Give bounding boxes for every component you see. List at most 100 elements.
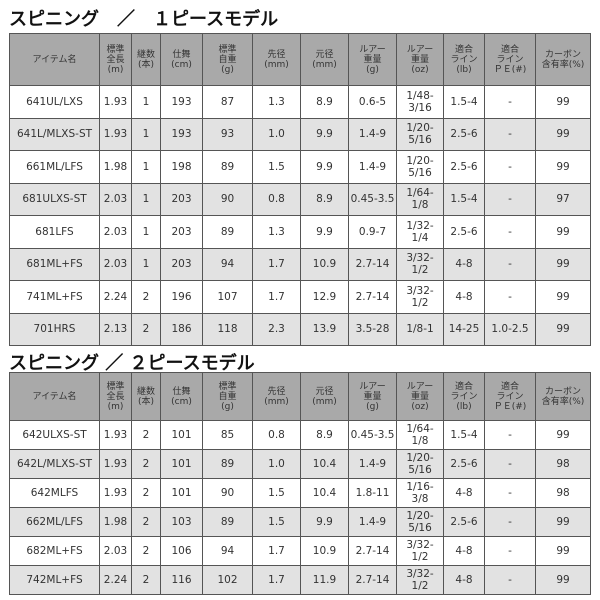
table-cell: 90 [202,478,253,508]
table-cell: 94 [202,536,253,566]
table-cell: 90 [202,182,253,216]
cell-line: 3/16 [408,101,432,114]
table-cell: 12.9 [300,280,349,314]
cell-line: 10.9 [312,545,337,557]
cell-line: 1.5 [268,516,285,528]
table-cell: 99 [535,85,591,119]
cell-line: アイテム名 [32,54,77,65]
table-cell: 3.5-28 [348,312,397,346]
table-cell: 87 [202,85,253,119]
table-cell: 1.5 [252,507,301,537]
cell-line: 12.9 [312,290,337,303]
cell-line: 5/16 [408,166,432,179]
table-cell: 10.4 [300,449,349,479]
cell-line: 1.93 [103,429,128,441]
cell-line: 1.8-11 [355,487,390,499]
cell-line: 3/32- [406,539,434,551]
table-cell: 2.7-14 [348,247,397,281]
cell-line: 適合 [454,381,473,392]
table-cell: 1 [131,150,161,184]
cell-line: 2.7-14 [355,545,390,557]
table-cell: 4-8 [443,565,485,595]
cell-line: 99 [556,545,570,557]
table-cell: 2 [131,478,161,508]
cell-line: 85 [220,429,235,441]
cell-line: 99 [556,574,570,586]
table-cell: 0.8 [252,420,301,450]
table-cell: 2.7-14 [348,536,397,566]
table-cell: 2.5-6 [443,117,485,151]
table-cell: 9.9 [300,507,349,537]
cell-line: (m) [107,64,124,75]
cell-line: 重量 [363,54,382,65]
column-header: 先径 (mm) [252,372,301,421]
table-cell: 1.5-4 [443,420,485,450]
cell-line: (mm) [312,396,337,407]
cell-line: アイテム名 [32,391,77,402]
cell-line: 9.9 [316,225,333,238]
item-name-cell: 641UL/LXS [9,85,100,119]
cell-line: 4-8 [455,487,473,499]
cell-line: 1/16- [406,481,434,493]
table-header: アイテム名 標準 全長 (m) 継数 (本) 仕舞 (cm) 標準 自重 (g) 先径 (mm) 元径 (m… [9,33,591,86]
cell-line: 1.93 [103,95,128,108]
cell-line: 2.03 [103,545,128,557]
cell-line: 89 [220,225,235,238]
cell-line: 自重 [218,391,237,402]
cell-line: 1.93 [103,458,128,470]
table-cell: 9.9 [300,117,349,151]
cell-line: 1 [142,160,150,173]
table-cell: 1.93 [99,478,132,508]
cell-line: 2.03 [103,193,128,206]
cell-line: 99 [556,516,570,528]
table-cell: 2.03 [99,215,132,249]
cell-line: (mm) [264,59,289,70]
cell-line: (g) [366,401,379,412]
cell-line: ライン [496,54,524,65]
column-header: 標準 自重 (g) [202,33,253,86]
cell-line: 203 [171,258,192,271]
column-header: 適合 ライン ＰＥ(#) [484,372,536,421]
table-cell: 98 [535,478,591,508]
table-cell: 99 [535,280,591,314]
cell-line: - [508,545,512,557]
cell-line: 1/8 [411,199,429,212]
table-cell: 93 [202,117,253,151]
table-cell: 0.8 [252,182,301,216]
table-cell: 89 [202,507,253,537]
cell-line: 1.0 [268,458,285,470]
table-cell: 1 [131,215,161,249]
cell-line: 1.7 [268,574,285,586]
table-cell: 2.5-6 [443,150,485,184]
table-cell: 97 [535,182,591,216]
table-cell: 1/20- 5/16 [396,507,444,537]
table-cell: 1.5-4 [443,85,485,119]
table-cell: 116 [160,565,203,595]
table-cell: - [484,449,536,479]
cell-line: 97 [556,193,570,206]
table-cell: 0.45-3.5 [348,182,397,216]
cell-line: 重量 [410,54,429,65]
table-cell: 2.03 [99,536,132,566]
cell-line: 重量 [363,391,382,402]
cell-line: 1/32- [406,219,434,232]
cell-line: 93 [220,128,235,141]
cell-line: (cm) [171,396,192,407]
table-cell: 10.9 [300,247,349,281]
cell-line: (oz) [411,401,429,412]
cell-line: 98 [556,458,570,470]
table-cell: 1 [131,85,161,119]
cell-line: 99 [556,95,570,108]
table-cell: 1/64- 1/8 [396,182,444,216]
cell-line: - [508,516,512,528]
cell-line: 0.45-3.5 [350,193,395,206]
cell-line: 適合 [454,44,473,55]
cell-line: 2 [142,487,150,499]
cell-line: 3/32- [406,252,434,265]
cell-line: ＰＥ(#) [493,401,527,412]
column-header: 適合 ライン (lb) [443,372,485,421]
table-cell: 1/48- 3/16 [396,85,444,119]
table-cell: 99 [535,565,591,595]
cell-line: 1.5-4 [450,193,478,206]
item-name-cell: 681LFS [9,215,100,249]
